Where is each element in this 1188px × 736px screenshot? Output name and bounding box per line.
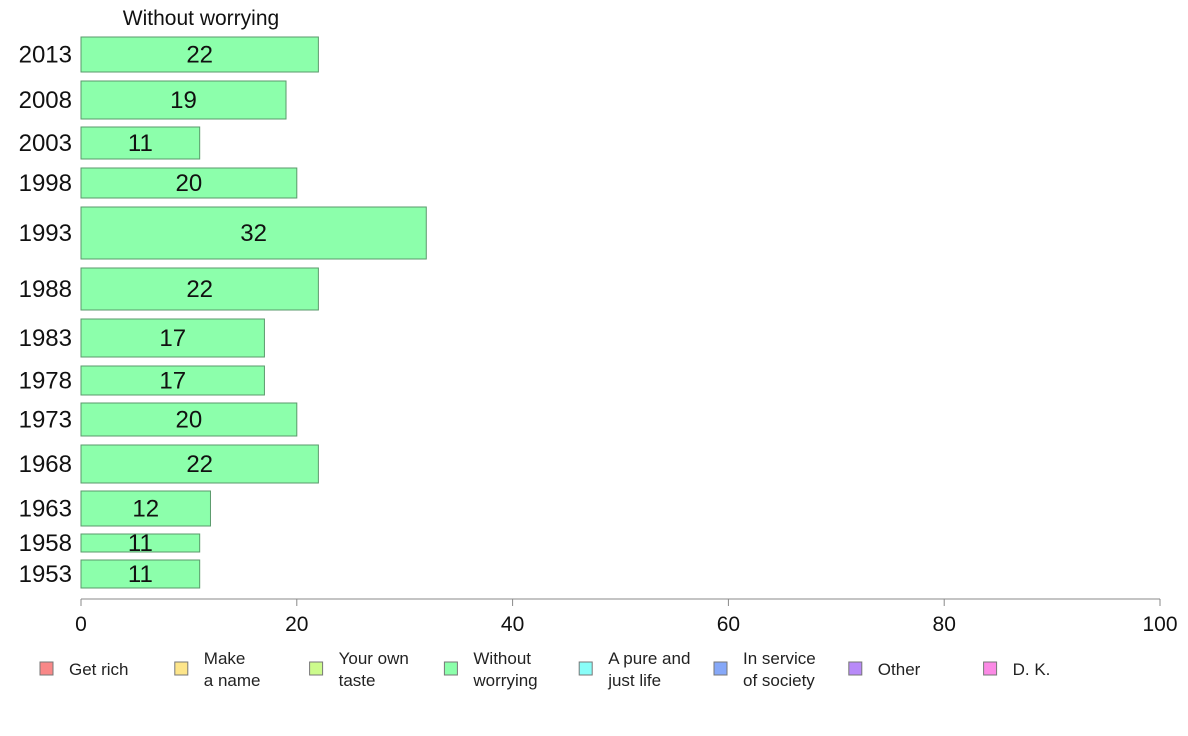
category-label-2008: 2008 (19, 87, 72, 114)
category-label-1988: 1988 (19, 276, 72, 303)
legend-label-without-worrying: Without worrying (472, 649, 537, 690)
x-tick-label-60: 60 (717, 613, 740, 636)
category-label-1958: 1958 (19, 530, 72, 557)
bar-1993 (80, 206, 427, 260)
category-label-2003: 2003 (19, 130, 72, 157)
legend-swatch-your-own-taste (309, 661, 324, 676)
legend-label-a-pure-and-just-life: A pure and just life (607, 649, 690, 690)
category-label-1953: 1953 (19, 561, 72, 588)
data-label-1973: 20 (176, 407, 203, 434)
x-tick-label-0: 0 (75, 613, 87, 636)
category-label-1963: 1963 (19, 496, 72, 523)
category-label-1968: 1968 (19, 451, 72, 478)
legend-swatch-a-pure-and-just-life (578, 661, 593, 676)
legend-swatch-without-worrying (443, 661, 458, 676)
data-label-2008: 19 (170, 87, 197, 114)
legend-item-get-rich: Get rich (39, 660, 129, 679)
legend-swatch-in-service-of-society (713, 661, 728, 676)
bar-1958 (80, 533, 201, 553)
bar-2013 (80, 36, 319, 73)
data-label-1988: 22 (186, 276, 213, 303)
data-label-1968: 22 (186, 451, 213, 478)
category-label-1983: 1983 (19, 325, 72, 352)
bar-1998 (80, 167, 298, 199)
x-tick-label-80: 80 (933, 613, 956, 636)
bar-1988 (80, 267, 319, 311)
data-label-1983: 17 (159, 325, 186, 352)
chart-title: Without worrying (123, 7, 279, 30)
legend-swatch-make-a-name (174, 661, 189, 676)
bar-2008 (80, 80, 287, 120)
legend-swatch-other (848, 661, 863, 676)
data-label-2003: 11 (128, 130, 153, 157)
legend-item-other: Other (848, 660, 921, 679)
data-label-1958: 11 (128, 530, 153, 557)
legend-label-other: Other (878, 660, 921, 679)
legend-item-your-own-taste: Your own taste (309, 649, 409, 690)
category-label-1973: 1973 (19, 407, 72, 434)
legend-item-without-worrying: Without worrying (443, 649, 538, 690)
legend-item-in-service-of-society: In service of society (713, 649, 816, 690)
legend-item-d-k: D. K. (983, 660, 1051, 679)
category-label-2013: 2013 (19, 42, 72, 69)
legend-swatch-get-rich (39, 661, 54, 676)
bar-1963 (80, 490, 211, 527)
bar-1978 (80, 365, 265, 396)
x-tick-label-20: 20 (285, 613, 308, 636)
bar-1953 (80, 559, 201, 589)
legend-label-in-service-of-society: In service of society (743, 649, 816, 690)
category-label-1993: 1993 (19, 220, 72, 247)
data-label-1963: 12 (132, 496, 159, 523)
data-label-1953: 11 (128, 561, 153, 588)
legend-label-d-k: D. K. (1013, 660, 1051, 679)
data-label-1998: 20 (176, 170, 203, 197)
x-axis: 0 20 40 60 80 100 (75, 598, 1178, 636)
x-tick-label-40: 40 (501, 613, 524, 636)
legend-label-your-own-taste: Your own taste (339, 649, 409, 690)
bar-1968 (80, 444, 319, 484)
legend-label-get-rich: Get rich (69, 660, 129, 679)
bar-2003 (80, 126, 201, 160)
data-label-1978: 17 (159, 368, 186, 395)
bar-1983 (80, 318, 265, 358)
legend: Get rich Make a name Your own taste Without wo… (39, 649, 1051, 690)
data-label-1993: 32 (240, 220, 267, 247)
category-label-1978: 1978 (19, 368, 72, 395)
legend-label-make-a-name: Make a name (204, 649, 261, 690)
legend-swatch-d-k (983, 661, 998, 676)
legend-item-a-pure-and-just-life: A pure and just life (578, 649, 690, 690)
x-tick-label-100: 100 (1142, 613, 1177, 636)
legend-item-make-a-name: Make a name (174, 649, 261, 690)
category-label-1998: 1998 (19, 170, 72, 197)
data-label-2013: 22 (186, 42, 213, 69)
bar-1973 (80, 402, 298, 437)
bars-layer: 22 2013 19 2008 11 2003 20 1998 32 1993 22 1988 17 19… (19, 36, 427, 589)
